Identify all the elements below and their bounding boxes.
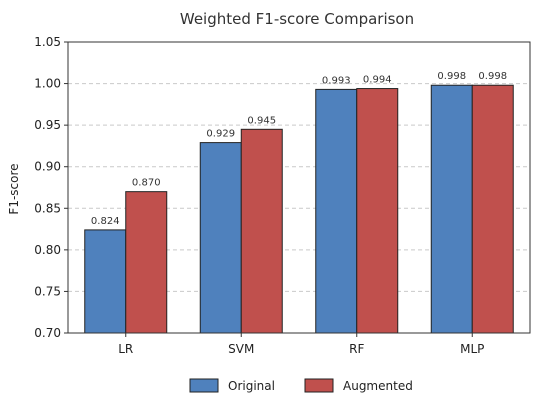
legend-swatch-original	[189, 378, 219, 393]
bar-value-label: 0.824	[91, 216, 120, 227]
legend-swatch-augmented	[304, 378, 334, 393]
y-tick-label: 1.05	[34, 35, 61, 49]
y-tick-label: 0.80	[34, 243, 61, 257]
x-tick-label: MLP	[460, 342, 484, 356]
bar-value-label: 0.994	[363, 75, 392, 86]
bar-original-rf	[315, 88, 358, 334]
bar-augmented-mlp	[471, 84, 514, 334]
bar-value-label: 0.998	[478, 71, 507, 82]
chart-title: Weighted F1-score Comparison	[180, 10, 414, 28]
labels-group: 0.70 0.75 0.80 0.85 0.90 0.95 1.00 1.05 0.824 0.8…	[34, 35, 507, 356]
bar-value-label: 0.945	[247, 115, 276, 126]
y-axis-label: F1-score	[7, 163, 21, 214]
axes	[64, 41, 531, 337]
y-tick-label: 0.75	[34, 284, 61, 298]
y-tick-label: 0.95	[34, 118, 61, 132]
bar-value-label: 0.993	[322, 75, 351, 86]
y-tick-label: 1.00	[34, 77, 61, 91]
bar-augmented-lr	[125, 191, 168, 334]
bar-augmented-rf	[356, 88, 399, 334]
bar-original-mlp	[430, 84, 473, 334]
bar-original-lr	[84, 229, 127, 334]
x-tick-label: LR	[118, 342, 133, 356]
legend-label-original: Original	[228, 379, 275, 393]
y-tick-label: 0.85	[34, 201, 61, 215]
plot-frame	[67, 41, 531, 334]
bar-value-label: 0.998	[437, 71, 466, 82]
x-tick-label: SVM	[228, 342, 254, 356]
bar-original-svm	[199, 142, 242, 334]
bar-augmented-svm	[240, 128, 283, 334]
bars-group	[84, 84, 514, 334]
y-tick-label: 0.70	[34, 326, 61, 340]
x-tick-label: RF	[349, 342, 364, 356]
legend-label-augmented: Augmented	[343, 379, 413, 393]
bar-value-label: 0.929	[206, 129, 235, 140]
y-tick-label: 0.90	[34, 160, 61, 174]
legend: Original Augmented	[189, 378, 413, 393]
bar-value-label: 0.870	[132, 178, 161, 189]
